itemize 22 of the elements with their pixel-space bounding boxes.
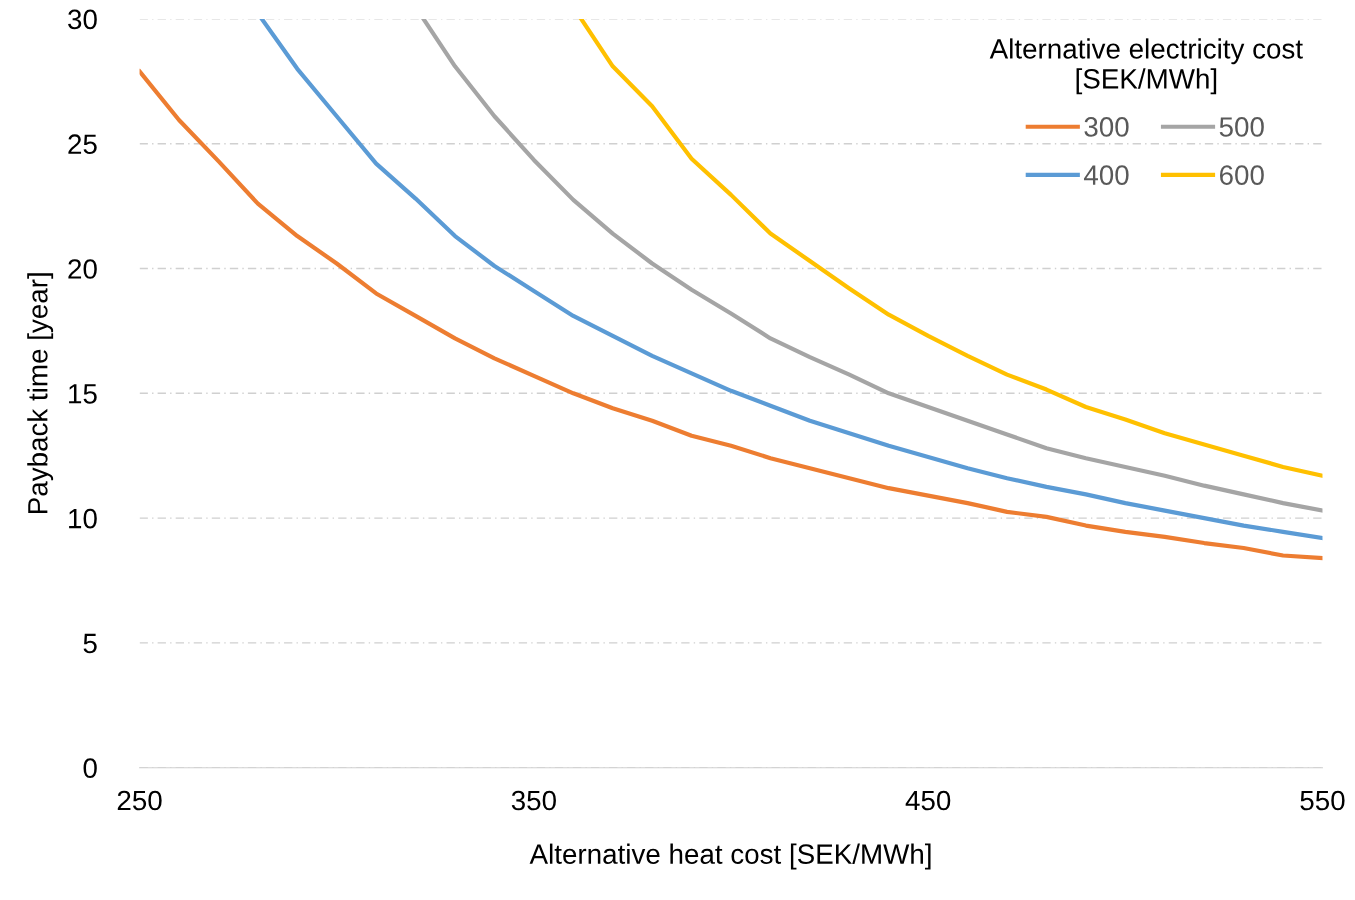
x-tick-label: 250 [117, 790, 162, 811]
line-series [139, 69, 1323, 561]
y-tick-label: 5 [83, 633, 97, 654]
legend-label: 300 [1084, 117, 1129, 137]
y-axis-title: Payback time [year] [27, 273, 54, 513]
x-tick-label: 550 [1300, 790, 1345, 811]
legend-label: 400 [1083, 165, 1129, 185]
y-tick-label: 25 [68, 134, 97, 155]
legend-label: 500 [1219, 117, 1264, 137]
legend-label: 600 [1219, 165, 1264, 185]
x-axis-title: Alternative heat cost [SEK/MWh] [529, 843, 931, 870]
y-tick-label: 20 [68, 259, 97, 279]
y-tick-label: 10 [69, 508, 97, 529]
y-tick-label: 0 [83, 758, 97, 779]
legend-title: Alternative electricity cost [SEK/MWh] [989, 38, 1303, 95]
line-series [421, 18, 1323, 513]
y-tick-label: 30 [68, 9, 97, 30]
line-series [259, 18, 1323, 541]
x-tick-label: 350 [511, 790, 556, 811]
x-tick-label: 450 [905, 790, 951, 811]
y-tick-label: 15 [69, 384, 97, 404]
line-series [579, 18, 1323, 478]
